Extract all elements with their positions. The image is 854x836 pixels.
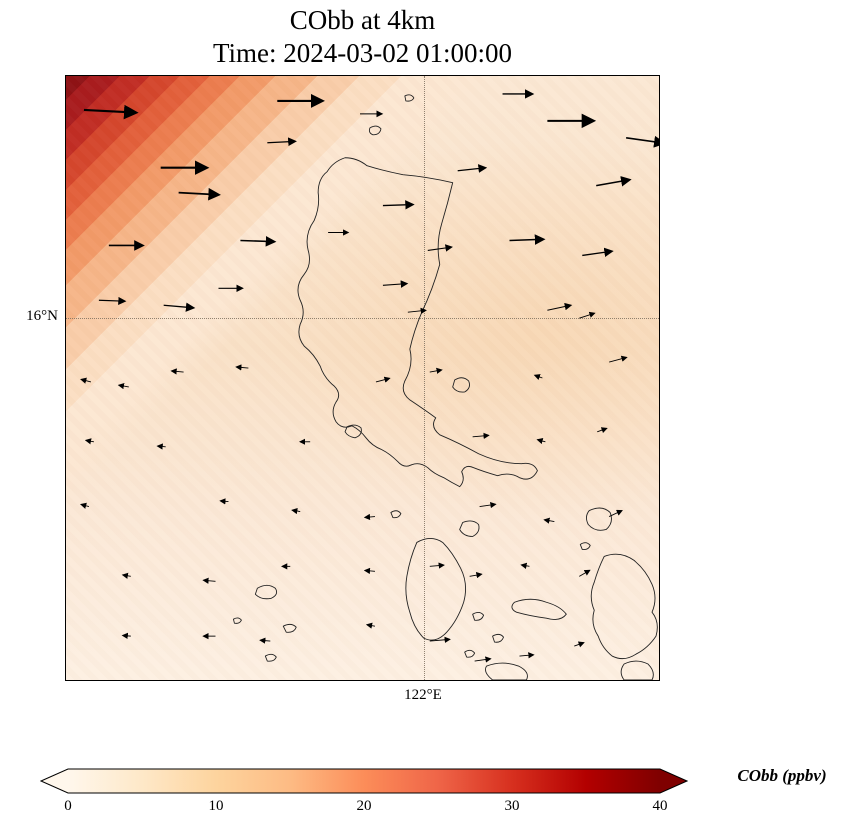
colorbar-label: CObb (ppbv) (737, 766, 827, 785)
ytick-label-16n: 16°N (26, 308, 58, 324)
gridline-122e (424, 76, 425, 680)
colorbar-tick-20: 20 (356, 798, 372, 814)
map-panel (65, 75, 660, 681)
colorbar: 0 10 20 30 40 (39, 768, 689, 816)
title-line2: Time: 2024-03-02 01:00:00 (212, 38, 513, 68)
colorbar-tick-40: 40 (652, 798, 668, 814)
coastlines (232, 94, 658, 680)
colorbar-tick-labels: 0 10 20 30 40 (40, 798, 688, 816)
colorbar-bar (39, 768, 689, 794)
xtick-label-122e: 122°E (404, 687, 442, 703)
gridline-16n (66, 318, 659, 319)
colorbar-tick-30: 30 (504, 798, 520, 814)
wind-quiver-arrows (80, 89, 659, 663)
colorbar-tick-10: 10 (208, 798, 224, 814)
colorbar-tick-0: 0 (64, 798, 72, 814)
coastline-quiver-layer (80, 89, 659, 680)
plot-title: CObb at 4km Time: 2024-03-02 01:00:00 (65, 4, 660, 70)
title-line1: CObb at 4km (289, 5, 436, 35)
